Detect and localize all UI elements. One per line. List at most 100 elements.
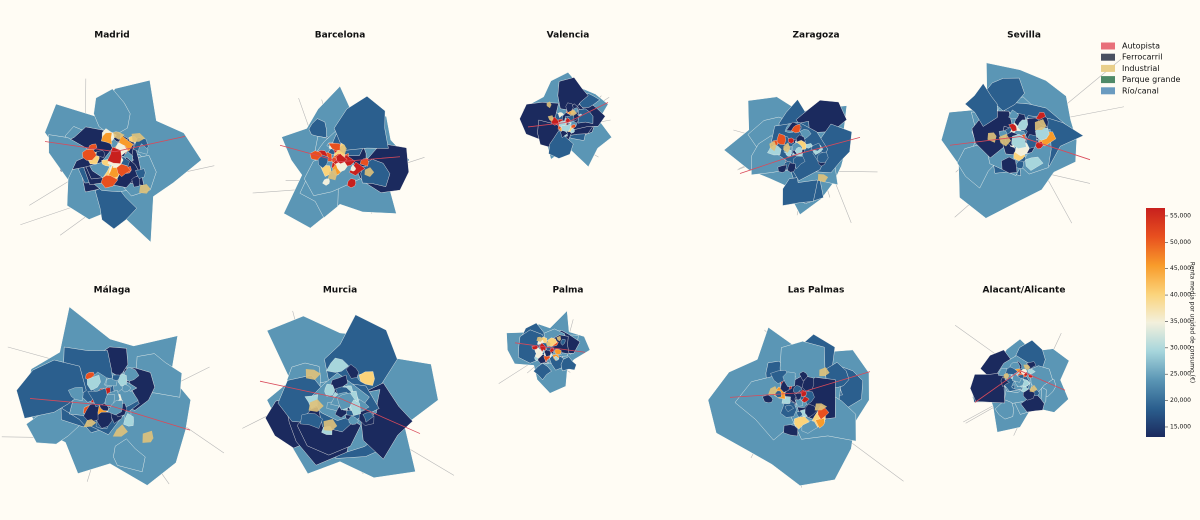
industrial-area [113,131,125,140]
colorbar-tick-label: 55,000 [1170,212,1191,219]
neighborhood [107,400,123,416]
neighborhood [570,124,576,129]
colorbar-tick-label: 35,000 [1170,318,1191,325]
neighborhood [87,387,108,407]
neighborhood [799,371,808,382]
neighborhood [542,349,545,353]
neighborhood [1035,112,1046,120]
panel-title: Palma [553,286,584,296]
neighborhood [135,168,146,179]
district [48,134,96,180]
neighborhood [68,387,84,401]
neighborhood [123,413,134,427]
legend-swatch [1101,64,1115,72]
neighborhood [554,355,559,361]
industrial-area [547,115,554,122]
neighborhood [1035,127,1050,141]
neighborhood [816,151,829,163]
panel-title: Madrid [94,31,129,41]
neighborhood [1025,156,1044,171]
neighborhood [362,412,374,423]
industrial-area [546,341,551,347]
neighborhood [317,154,329,169]
city-map [941,59,1125,224]
city-map [954,325,1070,436]
colorbar-tick-label: 25,000 [1170,371,1191,378]
legend-swatch [1101,53,1115,61]
neighborhood [1025,134,1037,149]
city-map [707,326,904,488]
neighborhood [801,396,810,403]
industrial-area [814,403,828,411]
colorbar [1146,208,1165,437]
city-map [519,71,613,168]
neighborhood [794,392,802,401]
colorbar-tick-label: 45,000 [1170,265,1191,272]
neighborhood [1020,385,1029,393]
industrial-area [556,335,561,342]
neighborhood [345,364,359,379]
district [969,372,1007,404]
neighborhood [554,348,562,355]
legend-swatch [1101,42,1115,50]
highway [729,371,871,398]
district [16,359,87,419]
industrial-area [1034,119,1047,130]
panel-title: Zaragoza [792,31,839,41]
neighborhood [799,129,812,140]
colorbar-tick-label: 50,000 [1170,239,1191,246]
panel-title: Sevilla [1007,31,1041,41]
neighborhood [82,149,97,161]
legend-label: Industrial [1122,64,1160,73]
neighborhood [347,178,356,188]
neighborhood [791,124,801,134]
panel-title: Barcelona [315,31,366,41]
industrial-area [142,430,154,443]
neighborhood [539,342,547,352]
legend-label: Río/canal [1122,86,1159,95]
industrial-area [83,419,97,428]
neighborhood [350,164,356,172]
colorbar-tick-label: 40,000 [1170,292,1191,299]
panel-title: Valencia [547,31,590,41]
district [113,438,146,473]
industrial-area [131,133,146,142]
city-map [252,85,425,229]
panel-title: Murcia [323,286,357,296]
industrial-area [768,386,778,395]
neighborhood [121,384,132,393]
neighborhood [565,102,574,113]
colorbar-tick-label: 20,000 [1170,397,1191,404]
city-map [20,78,215,243]
industrial-area [327,168,338,181]
neighborhood [788,137,795,144]
neighborhood [1012,372,1022,383]
legend-label: Autopista [1122,42,1160,51]
neighborhood [815,418,825,429]
neighborhood [782,371,796,387]
neighborhood [793,156,806,170]
neighborhood [1005,366,1018,375]
panel-title: Málaga [94,286,131,296]
industrial-area [1023,364,1031,370]
neighborhood [95,150,106,158]
neighborhood [794,147,803,155]
neighborhood [1027,368,1036,374]
legend-swatch [1101,87,1115,95]
neighborhood [348,415,360,425]
neighborhood [324,383,335,397]
highway [44,135,186,153]
highway [974,370,1066,403]
neighborhood [358,371,375,386]
neighborhood [784,404,794,413]
legend-swatch [1101,76,1115,84]
legend-label: Parque grande [1122,75,1181,84]
neighborhood [116,163,131,177]
industrial-area [339,144,347,155]
industrial-area [769,141,777,152]
neighborhood [87,374,101,391]
city-map [242,310,455,479]
city-map [723,96,878,223]
industrial-area [819,367,830,377]
